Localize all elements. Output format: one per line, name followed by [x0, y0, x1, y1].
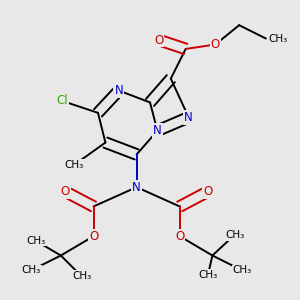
Text: O: O	[211, 38, 220, 51]
Text: N: N	[153, 124, 162, 137]
Text: CH₃: CH₃	[26, 236, 45, 246]
Text: CH₃: CH₃	[72, 271, 91, 281]
Text: CH₃: CH₃	[232, 266, 252, 275]
Text: CH₃: CH₃	[22, 266, 41, 275]
Text: CH₃: CH₃	[198, 270, 218, 280]
Text: O: O	[89, 230, 98, 243]
Text: CH₃: CH₃	[64, 160, 84, 170]
Text: CH₃: CH₃	[268, 34, 287, 44]
Text: CH₃: CH₃	[225, 230, 244, 240]
Text: O: O	[175, 230, 184, 243]
Text: N: N	[132, 181, 141, 194]
Text: N: N	[184, 111, 193, 124]
Text: N: N	[114, 84, 123, 97]
Text: O: O	[154, 34, 164, 46]
Text: O: O	[61, 185, 70, 198]
Text: Cl: Cl	[56, 94, 68, 107]
Text: O: O	[203, 185, 213, 198]
